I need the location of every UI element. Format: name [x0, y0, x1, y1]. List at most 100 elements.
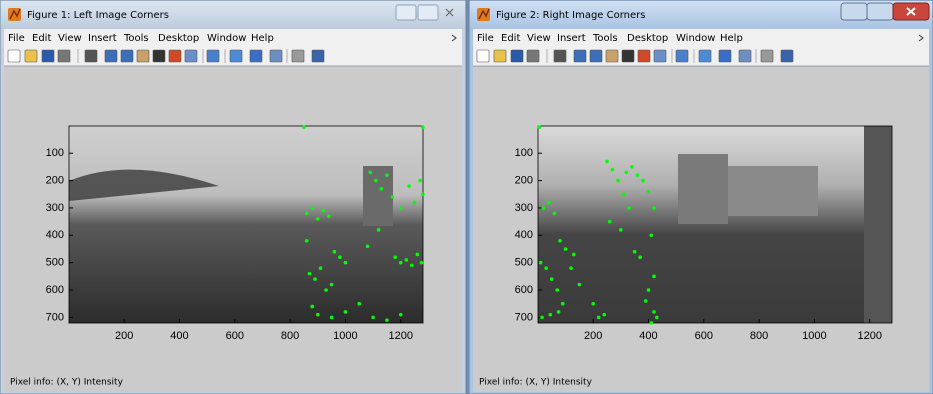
toolbar-icon[interactable] — [312, 50, 324, 62]
toolbar-icon[interactable] — [699, 50, 711, 62]
toolbar-icon[interactable] — [527, 50, 539, 62]
corner-point — [647, 288, 651, 292]
toolbar-icon[interactable] — [477, 50, 489, 62]
x-tick-label: 1200 — [388, 330, 412, 342]
corner-point — [539, 261, 543, 265]
y-tick-label: 200 — [46, 174, 64, 186]
corner-point — [537, 125, 541, 129]
corner-point — [313, 277, 317, 281]
corner-point — [553, 212, 557, 216]
toolbar-icon[interactable] — [153, 50, 165, 62]
toolbar-icon[interactable] — [8, 50, 20, 62]
corner-point — [602, 313, 606, 317]
toolbar-icon[interactable] — [58, 50, 70, 62]
toolbar-icon[interactable] — [42, 50, 54, 62]
menu-item[interactable]: Window — [207, 33, 246, 44]
menu-item[interactable]: File — [477, 33, 494, 44]
menu-item[interactable]: Tools — [123, 33, 149, 44]
toolbar-icon[interactable] — [554, 50, 566, 62]
corner-point — [308, 272, 312, 276]
toolbar-icon[interactable] — [739, 50, 751, 62]
toolbar-icon[interactable] — [207, 50, 219, 62]
toolbar-icon[interactable] — [105, 50, 117, 62]
toolbar-icon[interactable] — [676, 50, 688, 62]
corner-point — [310, 206, 314, 210]
menu-item[interactable]: Help — [720, 33, 743, 44]
corner-point — [649, 321, 653, 325]
toolbar-icon[interactable] — [511, 50, 523, 62]
toolbar-icon[interactable] — [270, 50, 282, 62]
image-building — [728, 166, 818, 216]
toolbar-icon[interactable] — [654, 50, 666, 62]
toolbar-icon[interactable] — [761, 50, 773, 62]
toolbar-icon[interactable] — [638, 50, 650, 62]
x-tick-label: 600 — [695, 330, 713, 342]
toolbar-icon[interactable] — [169, 50, 181, 62]
toolbar-icon[interactable] — [121, 50, 133, 62]
menu-item[interactable]: Desktop — [158, 33, 199, 44]
corner-point — [302, 125, 306, 129]
toolbar-icon[interactable] — [590, 50, 602, 62]
menu-item[interactable]: Insert — [557, 33, 586, 44]
corner-point — [557, 310, 561, 314]
menu-item[interactable]: Desktop — [627, 33, 668, 44]
toolbar-icon[interactable] — [85, 50, 97, 62]
minimize-button[interactable] — [841, 3, 867, 20]
toolbar-icon[interactable] — [137, 50, 149, 62]
menu-item[interactable]: Edit — [501, 33, 520, 44]
corner-point — [625, 171, 629, 175]
image-building — [678, 154, 728, 224]
corner-point — [344, 261, 348, 265]
toolbar-icon[interactable] — [292, 50, 304, 62]
toolbar-icon[interactable] — [25, 50, 37, 62]
corner-point — [418, 179, 422, 183]
x-tick-label: 400 — [170, 330, 188, 342]
corner-point — [421, 125, 425, 129]
corner-point — [569, 266, 573, 270]
x-tick-label: 400 — [639, 330, 657, 342]
toolbar-icon[interactable] — [230, 50, 242, 62]
toolbar-icon[interactable] — [494, 50, 506, 62]
x-tick-label: 1000 — [333, 330, 357, 342]
menu-item[interactable]: Window — [676, 33, 715, 44]
toolbar-icon[interactable] — [622, 50, 634, 62]
y-tick-label: 600 — [515, 284, 533, 296]
menu-item[interactable]: Edit — [32, 33, 51, 44]
toolbar-icon[interactable] — [606, 50, 618, 62]
corner-point — [605, 160, 609, 164]
maximize-button[interactable] — [867, 3, 893, 20]
status-text: Pixel info: (X, Y) Intensity — [10, 378, 124, 388]
corner-point — [327, 214, 331, 218]
corner-point — [316, 217, 320, 221]
minimize-button[interactable] — [396, 5, 416, 20]
menu-item[interactable]: File — [8, 33, 25, 44]
maximize-button[interactable] — [418, 5, 438, 20]
toolbar-icon[interactable] — [719, 50, 731, 62]
menu-item[interactable]: Help — [251, 33, 274, 44]
toolbar-icon[interactable] — [781, 50, 793, 62]
corner-point — [572, 253, 576, 257]
corner-point — [655, 316, 659, 320]
y-tick-label: 500 — [515, 257, 533, 269]
corner-point — [578, 283, 582, 287]
corner-point — [619, 228, 623, 232]
toolbar-icon[interactable] — [250, 50, 262, 62]
toolbar-icon[interactable] — [574, 50, 586, 62]
menu-item[interactable]: View — [527, 33, 551, 44]
corner-point — [421, 192, 425, 196]
corner-point — [561, 302, 565, 306]
corner-point — [636, 173, 640, 177]
toolbar-icon[interactable] — [185, 50, 197, 62]
menu-item[interactable]: Insert — [88, 33, 117, 44]
corner-point — [611, 168, 615, 172]
corner-point — [420, 261, 424, 265]
corner-point — [641, 179, 645, 183]
y-tick-label: 400 — [515, 229, 533, 241]
corner-point — [344, 310, 348, 314]
menu-item[interactable]: Tools — [592, 33, 618, 44]
x-tick-label: 600 — [226, 330, 244, 342]
menu-item[interactable]: View — [58, 33, 82, 44]
corner-point — [366, 244, 370, 248]
status-text: Pixel info: (X, Y) Intensity — [479, 378, 593, 388]
